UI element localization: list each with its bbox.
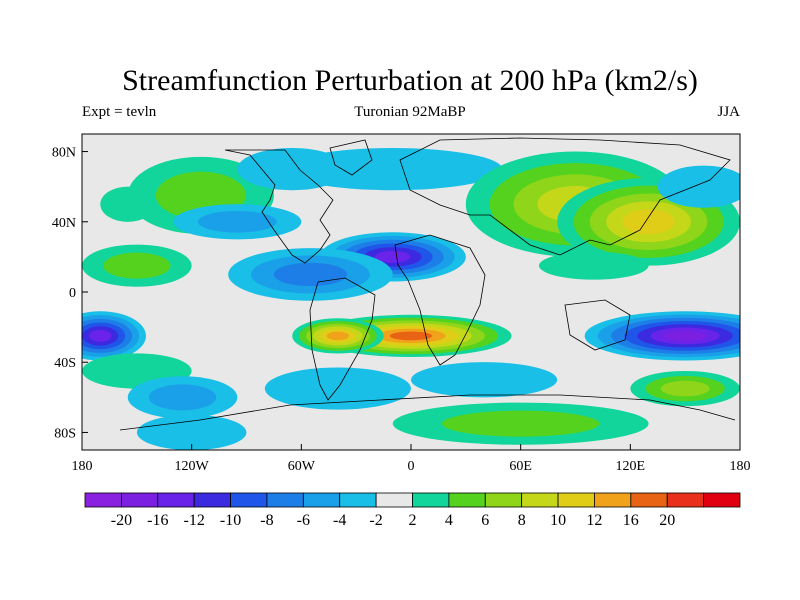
contour-band-1-1 xyxy=(197,210,277,233)
x-tick-label-3: 0 xyxy=(408,459,415,474)
contour-band-12-6 xyxy=(389,331,433,341)
colorbar-swatch-12 xyxy=(521,492,559,508)
colorbar-swatch-8 xyxy=(375,492,413,508)
contour-band-21-2 xyxy=(660,380,710,397)
contour-band-15-5 xyxy=(89,329,112,342)
colorbar-label-1: -16 xyxy=(147,512,168,529)
contour-band-6-1 xyxy=(103,252,171,279)
colorbar-label-0: -20 xyxy=(111,512,132,529)
contour-band-13-5 xyxy=(326,331,349,341)
colorbar-label-5: -6 xyxy=(297,512,310,529)
colorbar-swatch-9 xyxy=(412,492,450,508)
colorbar-swatch-11 xyxy=(484,492,523,508)
colorbar-label-10: 6 xyxy=(481,512,489,529)
plot-area: 180 120W 60W 0 60E 120E 180 80N 40N 0 40S 80S xyxy=(52,133,751,474)
y-tick-label-3: 40S xyxy=(54,356,76,371)
y-tick-label-2: 0 xyxy=(69,286,76,301)
colorbar-swatch-14 xyxy=(594,492,632,508)
contour-band-7-0 xyxy=(100,186,156,222)
colorbar-label-14: 16 xyxy=(623,512,639,529)
contour-band-19-0 xyxy=(411,362,558,398)
colorbar-swatch-16 xyxy=(666,492,705,508)
coastlines xyxy=(119,137,736,431)
colorbar-swatch-13 xyxy=(557,492,595,508)
australia-coast xyxy=(564,299,631,351)
contour-band-4-2 xyxy=(273,262,348,287)
x-tick-label-6: 180 xyxy=(730,459,751,474)
contour-band-22-0 xyxy=(136,414,247,450)
colorbar-swatch-15 xyxy=(630,492,668,508)
africa-coast xyxy=(394,234,486,366)
colorbar-label-9: 4 xyxy=(445,512,453,529)
contour-band-14-6 xyxy=(663,330,707,342)
y-tick-label-4: 80S xyxy=(54,426,76,441)
x-tick-label-0: 180 xyxy=(72,459,93,474)
colorbar-label-12: 10 xyxy=(550,512,566,529)
colorbar: -20 -16 -12 -10 -8 -6 -4 -2 2 4 6 8 10 12 16 20 xyxy=(84,492,741,529)
colorbar-swatch-10 xyxy=(448,492,486,508)
y-tick-label-1: 40N xyxy=(52,216,76,231)
contour-band-17-1 xyxy=(148,384,217,411)
colorbar-label-15: 20 xyxy=(659,512,675,529)
colorbar-label-8: 2 xyxy=(409,512,417,529)
x-axis-ticks: 180 120W 60W 0 60E 120E 180 xyxy=(72,444,751,474)
x-tick-label-2: 60W xyxy=(288,459,316,474)
contour-band-18-0 xyxy=(264,367,411,410)
contour-band-3-5 xyxy=(375,250,411,263)
contour-band-11-0 xyxy=(538,251,649,280)
colorbar-swatch-5 xyxy=(266,492,304,508)
colorbar-swatch-1 xyxy=(120,492,159,508)
colorbar-label-3: -10 xyxy=(220,512,241,529)
colorbar-swatch-2 xyxy=(157,492,195,508)
period-label: Turonian 92MaBP xyxy=(354,104,466,120)
x-tick-label-4: 60E xyxy=(509,459,532,474)
x-tick-label-5: 120E xyxy=(616,459,646,474)
colorbar-label-6: -4 xyxy=(333,512,346,529)
colorbar-label-4: -8 xyxy=(260,512,273,529)
colorbar-swatch-4 xyxy=(230,492,268,508)
contour-band-20-1 xyxy=(441,410,600,437)
greenland-coast xyxy=(329,139,373,176)
y-axis-ticks: 80N 40N 0 40S 80S xyxy=(52,146,88,441)
north-america-coast xyxy=(224,149,334,264)
y-tick-label-0: 80N xyxy=(52,146,76,161)
colorbar-label-7: -2 xyxy=(369,512,382,529)
eurasia-coast xyxy=(399,137,731,256)
colorbar-label-13: 12 xyxy=(586,512,602,529)
contour-fills xyxy=(82,148,740,450)
contour-band-10-0 xyxy=(657,165,740,208)
map-title: Streamfunction Perturbation at 200 hPa (… xyxy=(122,64,698,97)
colorbar-swatch-7 xyxy=(339,492,377,508)
contour-band-9-4 xyxy=(622,209,675,235)
colorbar-label-11: 8 xyxy=(518,512,526,529)
experiment-label: Expt = tevln xyxy=(82,104,157,120)
colorbar-label-2: -12 xyxy=(184,512,205,529)
colorbar-swatch-6 xyxy=(302,492,341,508)
colorbar-swatch-17 xyxy=(703,492,741,508)
south-america-coast xyxy=(309,277,376,401)
antarctica-coast xyxy=(119,394,736,431)
season-label: JJA xyxy=(717,104,740,120)
contour-band-5-0 xyxy=(283,148,503,191)
colorbar-swatch-0 xyxy=(84,492,122,508)
x-tick-label-1: 120W xyxy=(175,459,210,474)
colorbar-swatch-3 xyxy=(193,492,231,508)
